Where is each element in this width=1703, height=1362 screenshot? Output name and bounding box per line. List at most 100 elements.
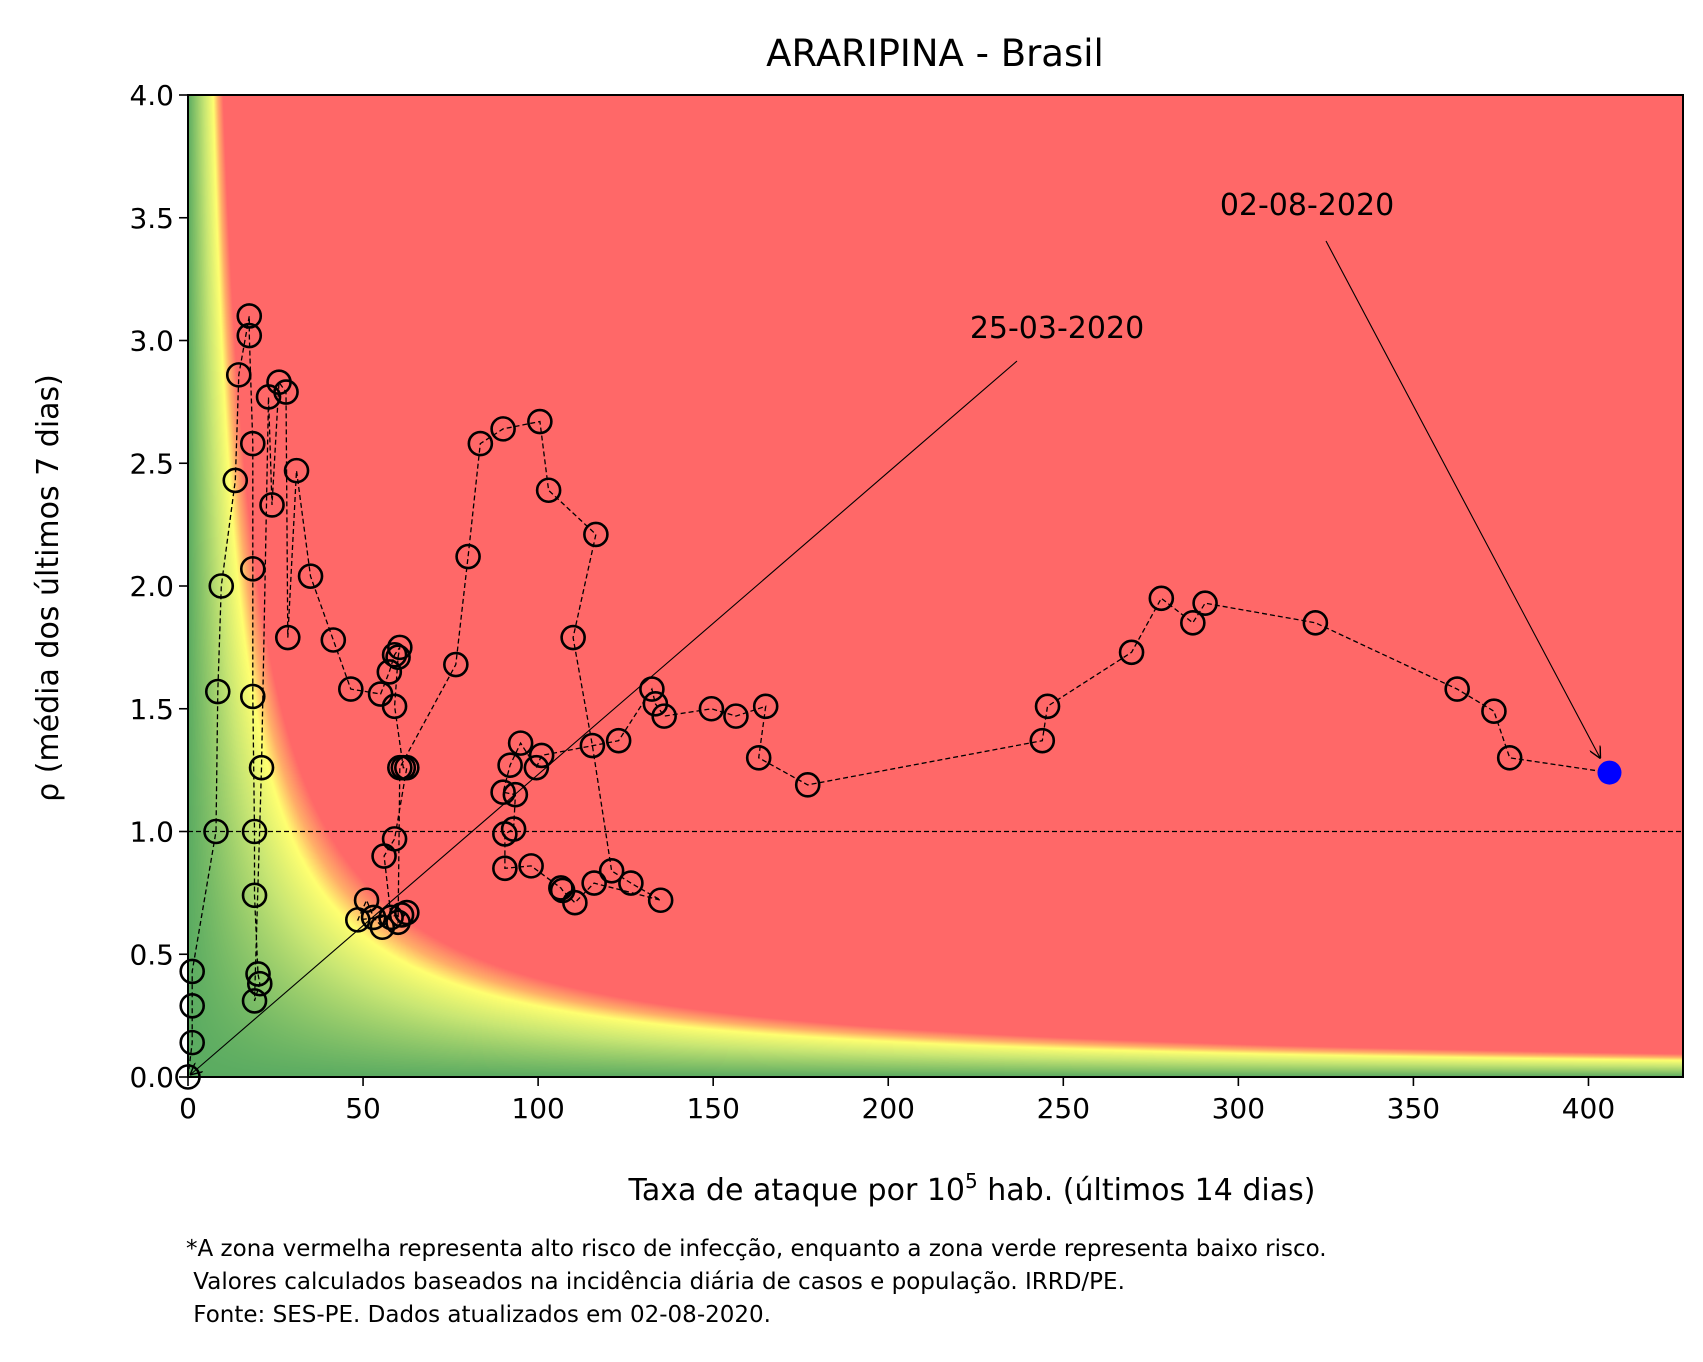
data-point — [338, 676, 364, 702]
data-point — [203, 818, 229, 845]
data-point — [381, 641, 408, 668]
data-point — [378, 904, 404, 931]
x-tick-label: 0 — [179, 1092, 197, 1125]
data-point — [1496, 745, 1523, 771]
data-point — [548, 875, 574, 901]
data-point — [745, 745, 772, 771]
data-point — [490, 779, 516, 806]
data-point — [297, 563, 324, 589]
data-point — [518, 853, 544, 879]
data-point — [1148, 585, 1175, 612]
data-point — [369, 914, 396, 941]
footnote: *A zona vermelha representa alto risco d… — [186, 1233, 1327, 1332]
data-point — [371, 843, 397, 869]
data-point — [507, 730, 534, 756]
x-tick-label: 50 — [345, 1092, 381, 1125]
annotation-end-arrow — [1325, 240, 1600, 759]
footnote-line-2: Valores calculados baseados na incidênci… — [186, 1269, 1125, 1295]
data-point — [605, 727, 632, 754]
data-point — [246, 970, 273, 997]
data-point — [1481, 698, 1507, 725]
data-point — [274, 624, 301, 651]
data-point — [222, 467, 249, 494]
data-point — [1118, 639, 1145, 666]
data-point — [394, 754, 420, 781]
data-point — [179, 993, 206, 1019]
data-point — [443, 651, 469, 678]
data-point — [752, 693, 779, 720]
data-point — [320, 627, 347, 653]
y-tick-label: 1.5 — [129, 693, 174, 726]
footnote-line-1: *A zona vermelha representa alto risco d… — [186, 1236, 1327, 1262]
y-tick-label: 1.0 — [129, 816, 174, 849]
data-point — [723, 703, 749, 729]
data-point — [394, 899, 420, 926]
data-point — [259, 492, 285, 518]
x-tick-label: 200 — [862, 1092, 915, 1125]
x-tick-label: 150 — [686, 1092, 739, 1125]
data-point — [236, 303, 263, 329]
y-tick-label: 2.5 — [129, 447, 174, 480]
data-point — [273, 379, 299, 405]
data-point — [1192, 590, 1218, 616]
risk-heatmap — [188, 95, 1683, 1077]
data-point — [794, 772, 821, 798]
data-point — [490, 416, 516, 442]
data-point — [385, 909, 411, 936]
y-tick-label: 0.5 — [129, 938, 174, 971]
annotation-start-arrow — [190, 360, 1018, 1075]
data-point — [179, 958, 206, 985]
x-tick-label: 300 — [1212, 1092, 1265, 1125]
x-tick-label: 100 — [511, 1092, 564, 1125]
data-point — [639, 676, 665, 702]
x-tick-label: 400 — [1562, 1092, 1615, 1125]
data-point — [560, 624, 586, 651]
data-point — [387, 634, 413, 661]
data-point — [204, 678, 231, 705]
data-point — [528, 742, 555, 769]
data-point — [387, 754, 413, 781]
data-point — [360, 904, 387, 931]
x-tick-label: 350 — [1387, 1092, 1440, 1125]
data-point — [283, 457, 310, 484]
data-point — [241, 988, 268, 1014]
data-point — [1444, 676, 1470, 702]
data-point — [179, 1029, 206, 1056]
data-point — [618, 870, 644, 896]
y-tick-label: 2.0 — [129, 570, 174, 603]
y-tick-label: 4.0 — [129, 79, 174, 112]
data-point — [241, 882, 268, 909]
data-point — [598, 857, 625, 884]
data-point — [579, 732, 606, 759]
x-axis-label-rest: hab. (últimos 14 dias) — [978, 1173, 1316, 1208]
plot-area: 25-03-2020 02-08-2020 0 50 100 150 200 250 300 35… — [129, 79, 1684, 1125]
data-point — [1302, 610, 1329, 636]
data-point — [698, 695, 725, 722]
data-point — [583, 521, 609, 548]
data-point — [239, 683, 266, 710]
data-point — [523, 754, 550, 781]
annotation-start-label: 25-03-2020 — [970, 311, 1144, 346]
data-point — [225, 362, 252, 388]
data-point — [1034, 693, 1061, 720]
data-point — [535, 477, 562, 504]
data-point — [500, 816, 527, 842]
data-point — [376, 659, 403, 685]
data-point — [248, 754, 275, 781]
data-point — [385, 644, 411, 670]
data-point — [527, 408, 553, 435]
x-axis-label-main: Taxa de ataque por 10 — [628, 1173, 965, 1208]
data-point — [239, 430, 266, 457]
y-axis-label: ρ (média dos últimos 7 dias) — [31, 374, 66, 802]
y-tick-label: 3.0 — [129, 325, 174, 358]
data-point-latest — [1597, 760, 1622, 785]
trajectory-line — [187, 315, 1610, 1078]
data-point — [492, 855, 518, 882]
data-point — [1029, 727, 1056, 754]
data-point — [502, 781, 529, 808]
data-point — [381, 693, 408, 720]
annotation-end-label: 02-08-2020 — [1220, 188, 1394, 223]
data-point — [1180, 610, 1206, 636]
